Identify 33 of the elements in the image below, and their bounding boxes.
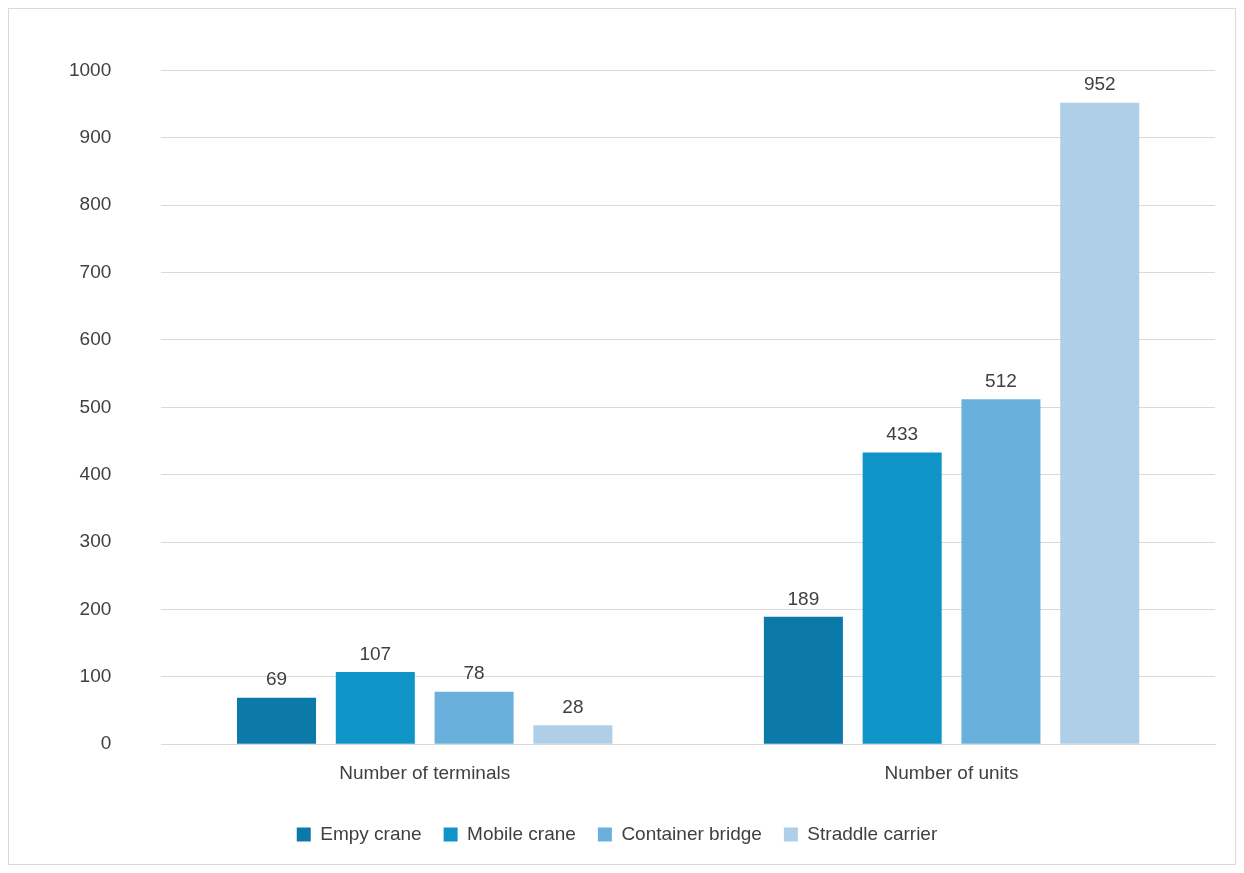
bar [763, 616, 843, 744]
y-tick-label: 700 [79, 260, 112, 282]
y-tick-label: 1000 [68, 58, 112, 80]
x-tick-label: Number of terminals [339, 761, 511, 783]
data-label: 189 [787, 587, 820, 609]
legend-label: Container bridge [621, 822, 762, 844]
y-tick-label: 0 [100, 732, 112, 754]
data-label: 952 [1083, 73, 1116, 95]
bar [434, 691, 514, 744]
bar [1060, 102, 1140, 744]
bar [533, 725, 613, 744]
y-tick-label: 100 [79, 665, 112, 687]
data-label: 69 [265, 668, 288, 690]
y-tick-label: 600 [79, 328, 112, 350]
legend-label: Mobile crane [467, 822, 576, 844]
y-tick-label: 200 [79, 597, 112, 619]
bar [862, 452, 942, 744]
legend-label: Empy crane [320, 822, 422, 844]
y-tick-label: 900 [79, 126, 112, 148]
x-tick-label: Number of units [884, 761, 1019, 783]
data-label: 512 [985, 369, 1017, 391]
data-label: 433 [886, 423, 919, 445]
data-label: 28 [562, 696, 584, 718]
data-label: 78 [463, 662, 485, 684]
y-tick-label: 300 [79, 530, 112, 552]
legend-label: Straddle carrier [807, 822, 938, 844]
bar [961, 399, 1041, 744]
y-tick-label: 400 [79, 462, 112, 484]
y-tick-label: 500 [79, 395, 112, 417]
bar [335, 672, 415, 744]
y-tick-label: 800 [79, 193, 112, 215]
data-label: 107 [359, 642, 392, 664]
bar [237, 697, 317, 744]
